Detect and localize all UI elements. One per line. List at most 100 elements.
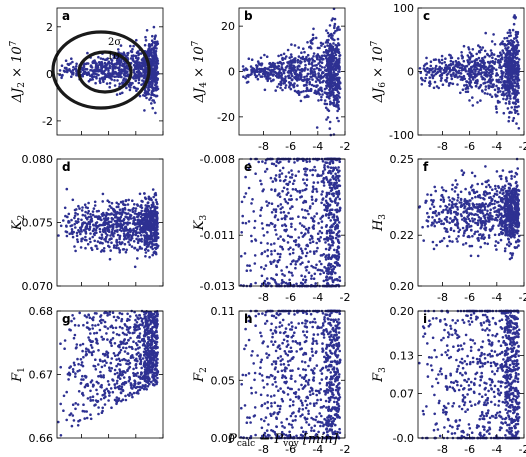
panel-e-point xyxy=(331,192,334,195)
panel-b-point xyxy=(328,70,331,73)
panel-b-point xyxy=(288,65,292,69)
panel-a-point xyxy=(137,64,140,68)
panel-c-point xyxy=(451,60,455,64)
panel-e-point xyxy=(337,250,340,254)
panel-e-point xyxy=(279,235,282,238)
panel-c-point xyxy=(426,70,430,74)
panel-c-point xyxy=(514,102,518,106)
panel-b-point xyxy=(263,53,266,57)
panel-e-point xyxy=(276,259,280,263)
panel-e-point xyxy=(294,260,298,263)
panel-e-point xyxy=(274,174,278,177)
panel-e-point xyxy=(304,266,308,269)
panel-b-point xyxy=(299,74,303,78)
panel-e-point xyxy=(240,254,243,258)
panel-f-point xyxy=(446,244,449,248)
panel-c-point xyxy=(502,81,506,84)
panel-e-point xyxy=(335,260,338,264)
panel-a-point xyxy=(124,78,128,81)
panel-d-point xyxy=(131,199,134,202)
panel-b-point xyxy=(274,89,278,92)
panel-c-point xyxy=(500,65,503,69)
panel-d-point xyxy=(76,238,79,241)
panel-b-point xyxy=(291,78,294,81)
panel-d-point xyxy=(146,201,150,205)
panel-d-point xyxy=(105,211,108,215)
panel-c-point xyxy=(432,86,436,90)
panel-b-point xyxy=(283,77,287,81)
panel-a-point xyxy=(150,92,154,95)
panel-e-letter: e xyxy=(244,160,252,174)
panel-e-point xyxy=(337,193,341,196)
panel-e-point xyxy=(282,210,286,214)
panel-c-point xyxy=(515,57,518,60)
panel-b-point xyxy=(279,80,283,84)
panel-e-point xyxy=(290,176,294,179)
panel-f-point xyxy=(483,197,486,201)
panel-b-point xyxy=(269,62,273,66)
panel-e-point xyxy=(260,222,264,225)
panel-b-point xyxy=(297,46,301,49)
panel-e-point xyxy=(304,280,307,284)
panel-c-xtick-label: -6 xyxy=(464,140,475,153)
panel-e-point xyxy=(275,233,278,236)
panel-c-point xyxy=(507,72,511,76)
panel-d-point xyxy=(122,223,125,226)
panel-f-point xyxy=(421,225,424,229)
panel-c-point xyxy=(504,47,507,50)
panel-d-point xyxy=(118,251,121,254)
panel-c-point xyxy=(500,41,503,45)
panel-d-point xyxy=(152,214,156,217)
panel-c-point xyxy=(507,49,510,53)
panel-e-point xyxy=(331,240,334,244)
panel-b-point xyxy=(332,55,336,58)
panel-b-point xyxy=(326,116,330,119)
panel-c-point xyxy=(483,61,487,65)
panel-e-point xyxy=(334,166,337,169)
panel-a-point xyxy=(151,89,154,92)
panel-b-point xyxy=(337,92,341,95)
panel-a-point xyxy=(140,66,143,70)
panel-d-point xyxy=(143,209,146,213)
panel-b-point xyxy=(281,77,284,80)
panel-a-point xyxy=(117,74,120,77)
panel-e-point xyxy=(264,161,267,165)
panel-e-point xyxy=(288,252,292,256)
panel-b-point xyxy=(265,55,269,58)
panel-a-point xyxy=(127,84,131,88)
panel-e-point xyxy=(289,194,293,198)
panel-d-point xyxy=(156,246,159,249)
panel-e-point xyxy=(324,247,328,251)
panel-e-point xyxy=(287,171,291,174)
panel-e-point xyxy=(269,243,273,246)
panel-b-point xyxy=(333,17,337,21)
panel-c-point xyxy=(510,85,514,88)
panel-a-point xyxy=(108,73,111,76)
panel-b-point xyxy=(260,62,264,65)
panel-c-point xyxy=(433,80,437,84)
panel-b-point xyxy=(316,90,320,93)
panel-b-point xyxy=(328,54,332,58)
panel-c-ylabel: ΔJ6 × 107 xyxy=(370,40,388,103)
panel-d-points xyxy=(57,187,160,269)
panel-b-point xyxy=(268,73,272,76)
panel-c-point xyxy=(459,91,462,95)
panel-d-point xyxy=(77,204,80,208)
panel-a-point xyxy=(152,69,155,72)
panel-b-point xyxy=(326,59,330,62)
panel-e-point xyxy=(251,198,254,201)
panel-a-point xyxy=(126,73,130,76)
panel-d-point xyxy=(123,242,127,246)
panel-b-point xyxy=(279,53,283,57)
panel-d-point xyxy=(83,214,87,217)
panel-b-point xyxy=(305,55,308,59)
panel-a-point xyxy=(141,79,144,82)
panel-a-point xyxy=(123,73,126,77)
panel-e-point xyxy=(290,205,294,208)
panel-b-point xyxy=(306,72,310,76)
panel-a-point xyxy=(62,69,66,73)
panel-b-point xyxy=(283,81,287,85)
panel-f-point xyxy=(508,257,512,261)
panel-d-point xyxy=(156,236,160,239)
panel-c-point xyxy=(481,77,484,81)
